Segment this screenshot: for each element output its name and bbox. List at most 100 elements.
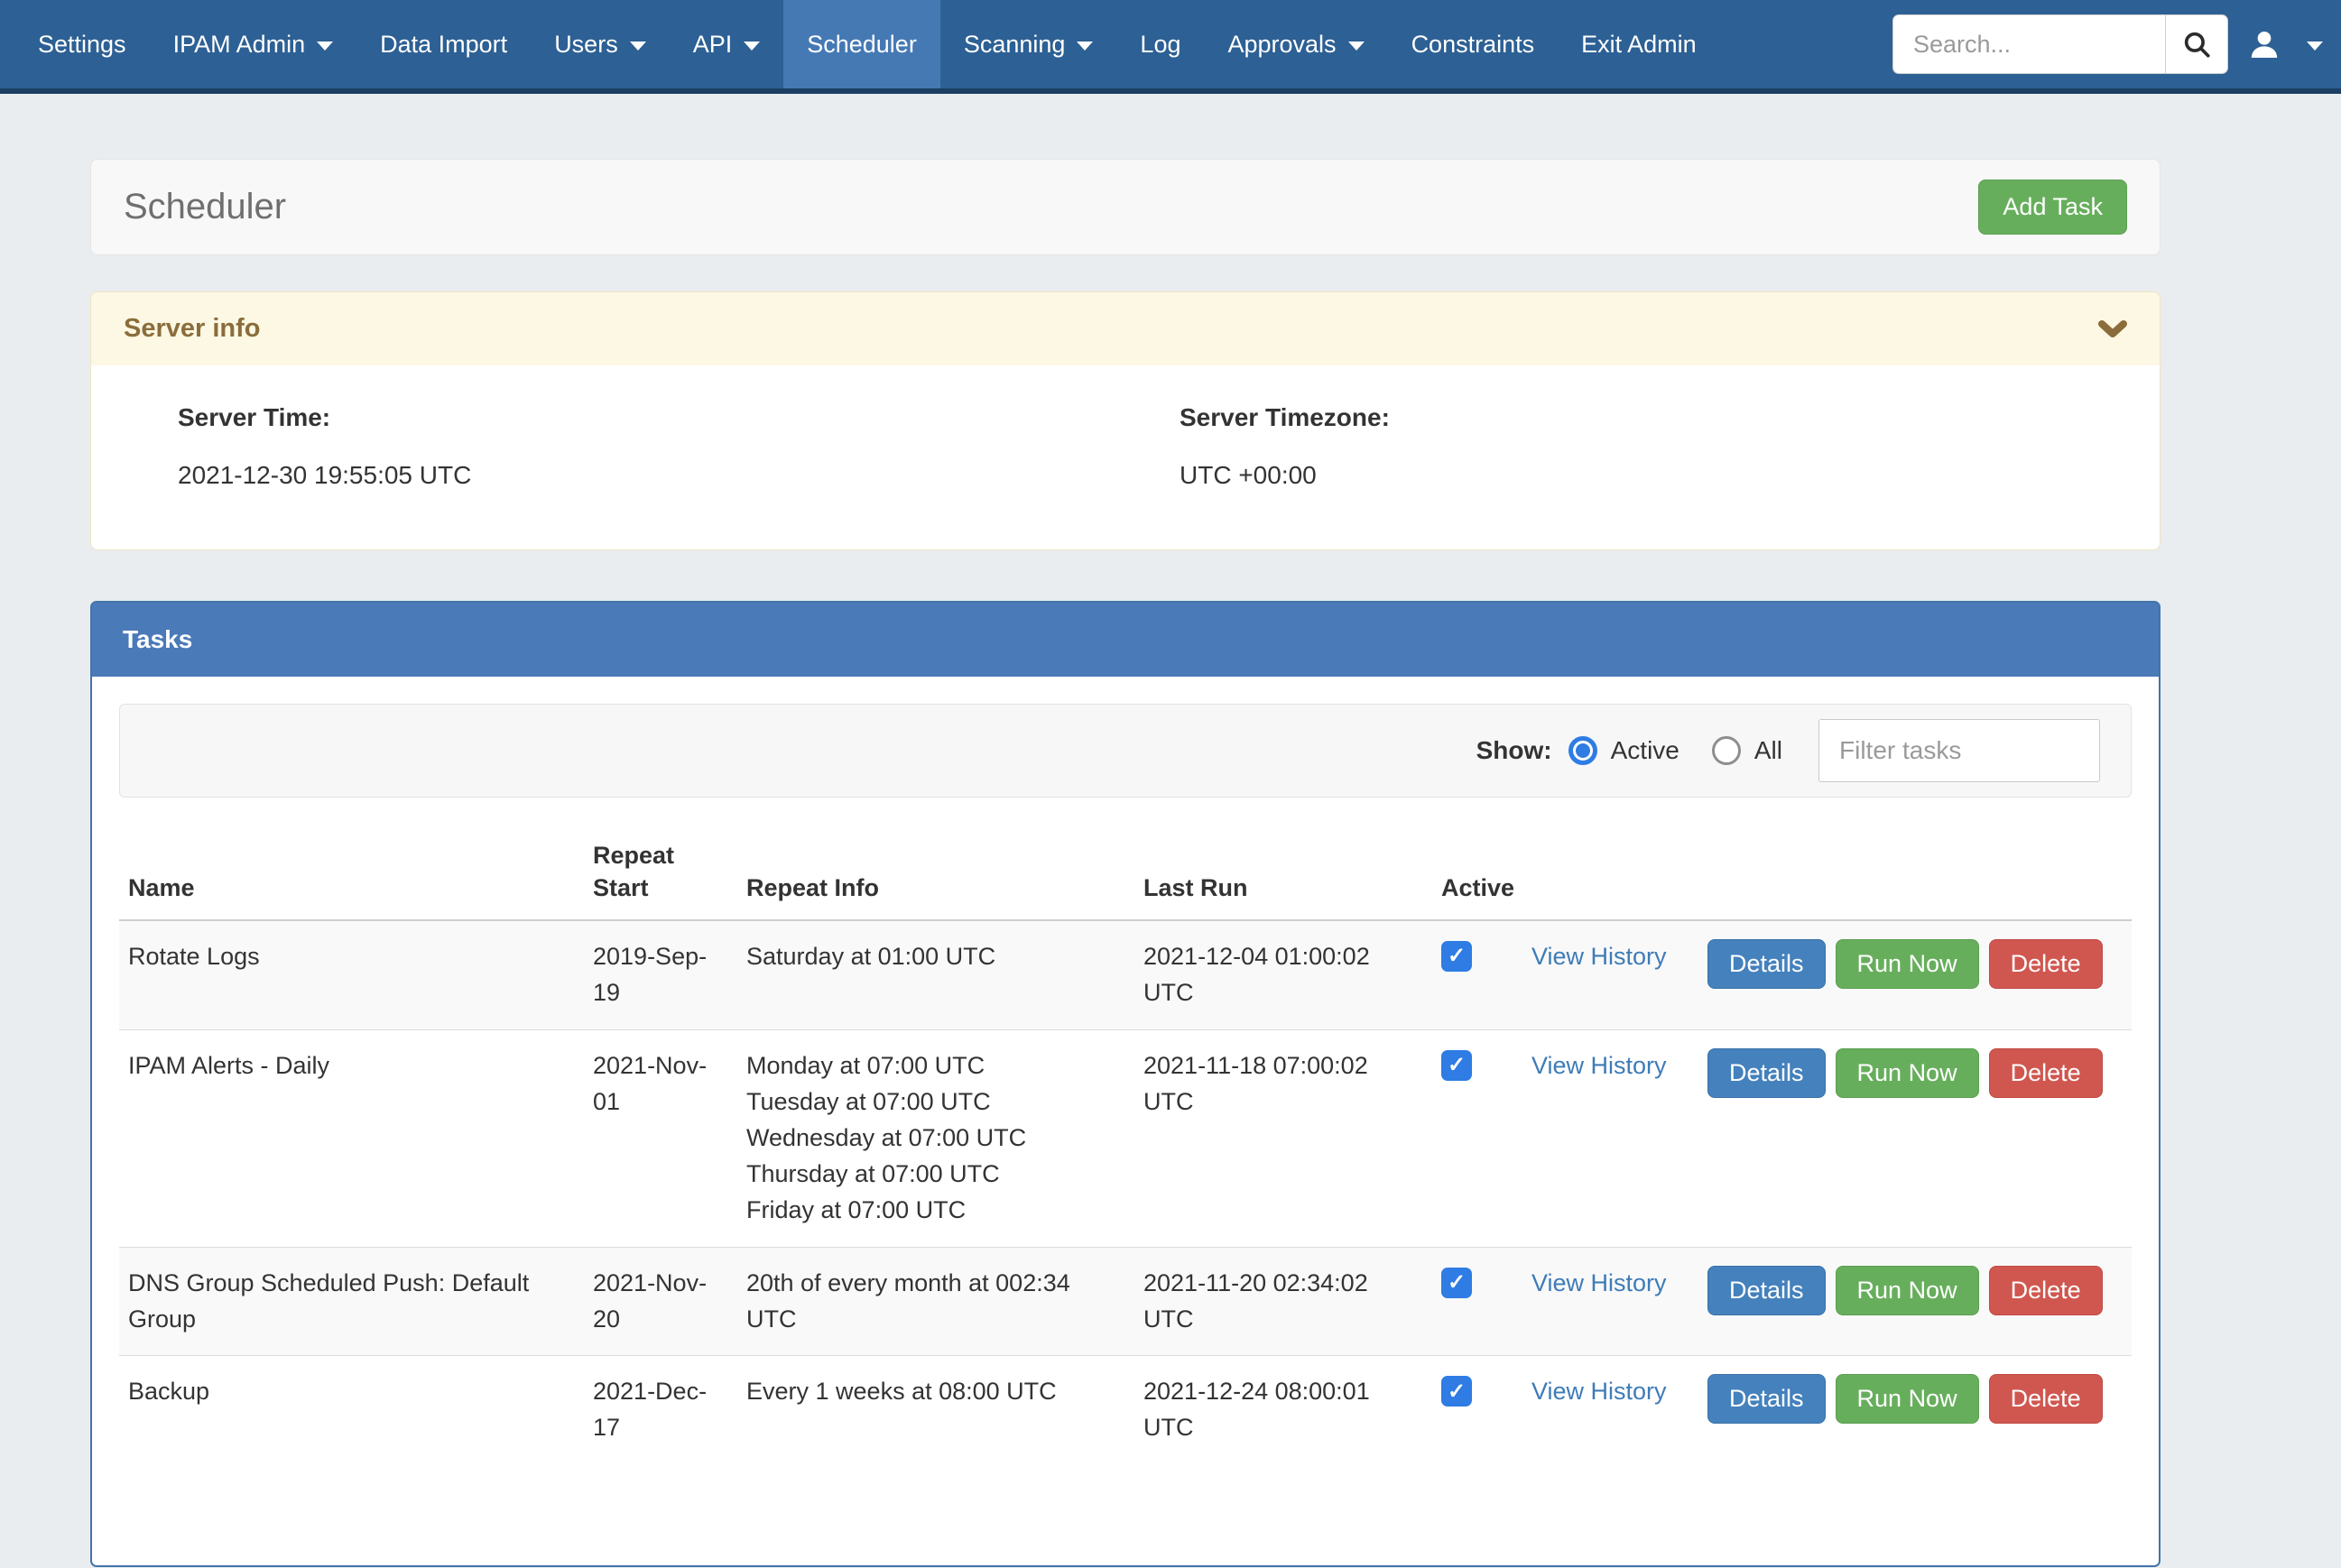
main-content: Scheduler Add Task Server info Server Ti… [90, 159, 2161, 1567]
search-input[interactable] [1892, 14, 2165, 74]
filter-tasks-input[interactable] [1818, 719, 2100, 782]
chevron-down-icon [744, 42, 760, 51]
nav-item-api[interactable]: API [670, 0, 784, 88]
column-header-active: Active [1432, 832, 1522, 920]
table-row: DNS Group Scheduled Push: Default Group … [119, 1247, 2132, 1356]
details-button[interactable]: Details [1707, 939, 1826, 989]
nav-item-label: Log [1140, 31, 1180, 59]
task-repeat-start-cell: 2021-Nov-20 [584, 1247, 737, 1356]
task-repeat-info-cell: Every 1 weeks at 08:00 UTC [737, 1356, 1134, 1464]
nav-item-label: API [693, 31, 733, 59]
details-button[interactable]: Details [1707, 1048, 1826, 1098]
user-menu[interactable] [2246, 26, 2323, 62]
active-checkbox[interactable]: ✓ [1441, 1376, 1472, 1407]
task-name-cell: IPAM Alerts - Daily [119, 1029, 584, 1247]
radio-all-label: All [1754, 736, 1782, 765]
task-repeat-start-cell: 2021-Dec-17 [584, 1356, 737, 1464]
search-button[interactable] [2165, 14, 2228, 74]
run-now-button[interactable]: Run Now [1836, 1374, 1979, 1424]
nav-item-data-import[interactable]: Data Import [356, 0, 531, 88]
details-button[interactable]: Details [1707, 1374, 1826, 1424]
chevron-down-icon [317, 42, 333, 51]
task-actions-cell: Details Run Now Delete [1698, 920, 2132, 1029]
tasks-table-body: Rotate Logs 2019-Sep-19 Saturday at 01:0… [119, 920, 2132, 1464]
nav-item-label: Users [554, 31, 618, 59]
tasks-panel-title: Tasks [92, 603, 2159, 677]
column-header-history [1522, 832, 1698, 920]
nav-item-exit-admin[interactable]: Exit Admin [1558, 0, 1720, 88]
nav-item-label: IPAM Admin [173, 31, 306, 59]
top-navbar: Settings IPAM Admin Data Import Users AP… [0, 0, 2341, 94]
nav-item-label: Exit Admin [1581, 31, 1697, 59]
task-repeat-info-cell: Saturday at 01:00 UTC [737, 920, 1134, 1029]
server-time-block: Server Time: 2021-12-30 19:55:05 UTC [124, 403, 1125, 490]
task-active-cell: ✓ [1432, 1356, 1522, 1464]
task-repeat-start-cell: 2021-Nov-01 [584, 1029, 737, 1247]
nav-item-log[interactable]: Log [1116, 0, 1204, 88]
task-name-cell: DNS Group Scheduled Push: Default Group [119, 1247, 584, 1356]
navbar-right [1892, 0, 2327, 88]
task-name-cell: Backup [119, 1356, 584, 1464]
tasks-filter-bar: Show: Active All [119, 704, 2132, 798]
nav-item-approvals[interactable]: Approvals [1204, 0, 1387, 88]
delete-button[interactable]: Delete [1989, 1374, 2103, 1424]
server-info-title: Server info [124, 314, 261, 344]
chevron-down-icon [630, 42, 646, 51]
view-history-link[interactable]: View History [1531, 1378, 1667, 1405]
nav-item-settings[interactable]: Settings [14, 0, 150, 88]
delete-button[interactable]: Delete [1989, 1048, 2103, 1098]
radio-active[interactable] [1568, 736, 1597, 765]
task-last-run-cell: 2021-12-04 01:00:02 UTC [1134, 920, 1432, 1029]
view-history-link[interactable]: View History [1531, 1269, 1667, 1296]
server-info-header[interactable]: Server info [91, 292, 2160, 365]
server-info-panel: Server info Server Time: 2021-12-30 19:5… [90, 291, 2161, 550]
run-now-button[interactable]: Run Now [1836, 1266, 1979, 1315]
radio-group-active[interactable]: Active [1568, 736, 1679, 765]
view-history-link[interactable]: View History [1531, 1052, 1667, 1079]
run-now-button[interactable]: Run Now [1836, 939, 1979, 989]
task-last-run-cell: 2021-11-18 07:00:02 UTC [1134, 1029, 1432, 1247]
radio-all[interactable] [1712, 736, 1741, 765]
task-repeat-info-cell: 20th of every month at 002:34 UTC [737, 1247, 1134, 1356]
delete-button[interactable]: Delete [1989, 939, 2103, 989]
nav-item-label: Scheduler [807, 31, 917, 59]
nav-item-scheduler[interactable]: Scheduler [783, 0, 940, 88]
tasks-table: Name Repeat Start Repeat Info Last Run A… [119, 832, 2132, 1464]
add-task-button[interactable]: Add Task [1978, 180, 2127, 235]
view-history-link[interactable]: View History [1531, 943, 1667, 970]
page-title: Scheduler [124, 187, 286, 227]
server-time-value: 2021-12-30 19:55:05 UTC [178, 461, 1125, 490]
nav-item-label: Approvals [1227, 31, 1336, 59]
tasks-table-header-row: Name Repeat Start Repeat Info Last Run A… [119, 832, 2132, 920]
active-checkbox[interactable]: ✓ [1441, 1050, 1472, 1081]
nav-item-ipam-admin[interactable]: IPAM Admin [150, 0, 357, 88]
column-header-repeat-start: Repeat Start [584, 832, 737, 920]
search-icon [2181, 29, 2212, 60]
active-checkbox[interactable]: ✓ [1441, 941, 1472, 972]
tasks-panel-body: Show: Active All Name [92, 677, 2159, 1565]
task-name-cell: Rotate Logs [119, 920, 584, 1029]
task-repeat-info-cell: Monday at 07:00 UTCTuesday at 07:00 UTCW… [737, 1029, 1134, 1247]
nav-item-users[interactable]: Users [531, 0, 670, 88]
active-checkbox[interactable]: ✓ [1441, 1268, 1472, 1298]
nav-item-label: Data Import [380, 31, 507, 59]
nav-item-constraints[interactable]: Constraints [1388, 0, 1559, 88]
task-history-cell: View History [1522, 920, 1698, 1029]
table-row: Rotate Logs 2019-Sep-19 Saturday at 01:0… [119, 920, 2132, 1029]
server-info-body: Server Time: 2021-12-30 19:55:05 UTC Ser… [91, 365, 2160, 549]
run-now-button[interactable]: Run Now [1836, 1048, 1979, 1098]
server-timezone-value: UTC +00:00 [1180, 461, 2127, 490]
delete-button[interactable]: Delete [1989, 1266, 2103, 1315]
chevron-down-icon [1348, 42, 1365, 51]
server-time-label: Server Time: [178, 403, 1125, 432]
details-button[interactable]: Details [1707, 1266, 1826, 1315]
radio-group-all[interactable]: All [1712, 736, 1782, 765]
nav-item-label: Settings [38, 31, 126, 59]
task-history-cell: View History [1522, 1029, 1698, 1247]
user-icon [2246, 26, 2282, 62]
column-header-actions [1698, 832, 2132, 920]
nav-item-scanning[interactable]: Scanning [940, 0, 1117, 88]
nav-item-label: Scanning [964, 31, 1066, 59]
task-actions-cell: Details Run Now Delete [1698, 1356, 2132, 1464]
task-history-cell: View History [1522, 1247, 1698, 1356]
